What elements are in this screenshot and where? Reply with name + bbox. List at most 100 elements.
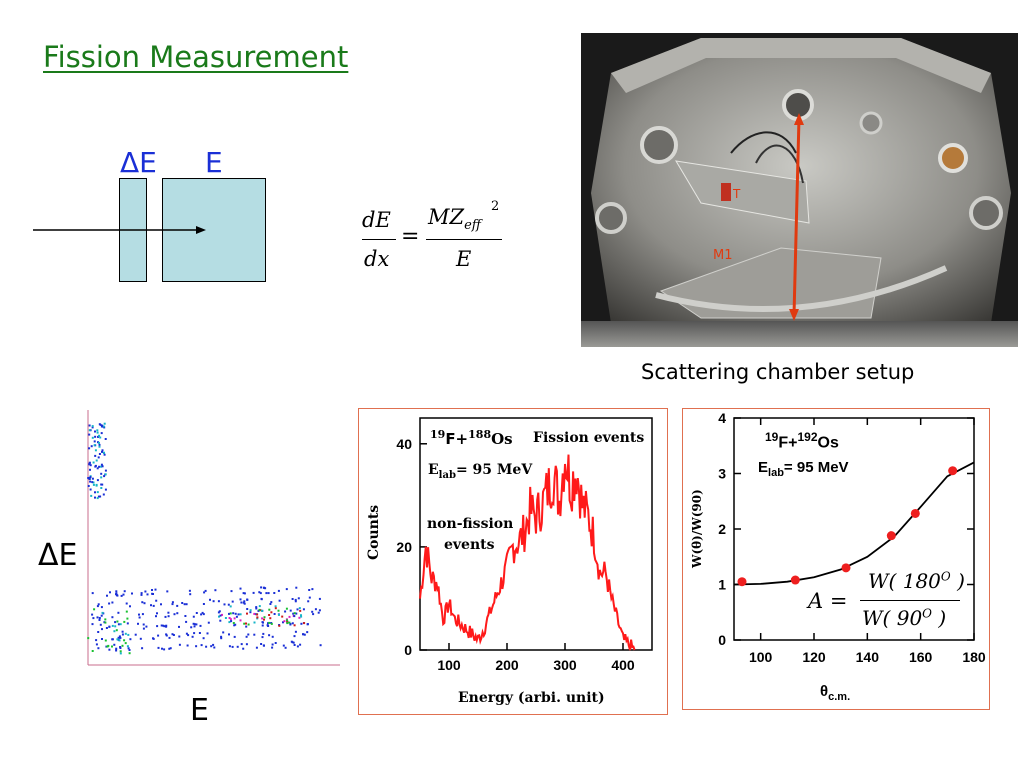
scatter-point <box>232 622 235 624</box>
scatter-point <box>171 603 174 606</box>
scatter-point <box>243 600 246 603</box>
scatter-point <box>239 598 242 601</box>
scatter-point <box>293 612 296 615</box>
scatter-point <box>281 615 284 618</box>
scatter-point <box>128 649 131 651</box>
scatter-point <box>308 596 311 599</box>
angular-data-point <box>948 466 958 476</box>
scatter-point <box>229 605 232 608</box>
scatter-point <box>255 606 258 609</box>
scatter-point <box>268 608 271 611</box>
anisotropy-lhs: A = <box>808 589 848 613</box>
spectrum-y-label: Counts <box>366 504 382 560</box>
scatter-point <box>126 622 129 625</box>
scatter-point <box>263 618 265 621</box>
scatter-point <box>195 623 198 626</box>
scatter-point <box>119 652 122 655</box>
scatter-point <box>100 487 103 489</box>
scatter-point <box>245 625 248 628</box>
scatter-point <box>282 644 285 647</box>
e-label: E <box>205 146 223 179</box>
scatter-point <box>191 635 194 638</box>
scatter-point <box>100 472 103 475</box>
scatter-point <box>94 454 97 457</box>
scatter-point <box>95 643 98 646</box>
scatter-point <box>101 638 103 640</box>
scatter-point <box>103 453 106 456</box>
scatter-point <box>236 645 239 648</box>
scatter-point <box>239 619 242 622</box>
scatter-point <box>157 646 160 649</box>
scatter-point <box>118 635 121 638</box>
scatter-point <box>186 644 189 647</box>
scatter-point <box>262 632 265 635</box>
scatter-point <box>245 643 248 646</box>
scatter-point <box>96 431 99 434</box>
scatter-point <box>117 623 120 626</box>
scatter-point <box>274 605 277 608</box>
scatter-point <box>113 630 116 633</box>
scatter-point <box>189 593 192 596</box>
scatter-point <box>157 634 160 637</box>
scatter-point <box>286 619 288 622</box>
scatter-point <box>239 587 242 590</box>
scatter-point <box>171 601 174 604</box>
scatter-point <box>165 624 168 627</box>
scatter-point <box>164 615 167 618</box>
scatter-point <box>165 633 168 636</box>
scatter-point <box>277 589 280 592</box>
scatter-point <box>299 609 302 612</box>
scatter-point <box>271 646 274 649</box>
formula-rhs-bar <box>426 239 502 240</box>
scatter-point <box>227 603 230 606</box>
angular-fit-curve <box>733 461 975 586</box>
scatter-point <box>219 619 222 622</box>
angular-reaction-label: 19F+192Os <box>765 430 839 452</box>
scatter-point <box>94 449 97 452</box>
angular-data-point <box>886 531 896 541</box>
scatter-point <box>318 597 321 600</box>
scatter-point <box>293 624 296 627</box>
scatter-point <box>253 633 256 636</box>
scatter-point <box>195 645 198 648</box>
scatter-point <box>162 624 165 627</box>
scatter-point <box>298 616 301 619</box>
scatter-point <box>205 645 208 648</box>
scatter-point <box>185 603 188 606</box>
scatter-point <box>91 650 94 652</box>
angular-data-point <box>790 575 800 585</box>
scatter-point <box>109 591 111 594</box>
scatter-point <box>247 633 250 636</box>
scatter-point <box>181 602 184 604</box>
scatter-point <box>298 607 301 610</box>
scatter-point <box>311 610 314 613</box>
scatter-point <box>243 622 246 625</box>
scatter-point <box>115 590 118 593</box>
scatter-point <box>96 491 99 494</box>
scatter-point <box>188 589 191 592</box>
angular-distribution-chart: 0 1 2 3 4 100 120 140 160 180 <box>718 410 986 665</box>
scatter-point <box>243 592 246 595</box>
scatter-point <box>98 453 101 455</box>
angular-x-tick-label: 140 <box>856 649 880 665</box>
scatter-point <box>101 465 104 468</box>
scatter-point <box>98 434 100 437</box>
scatter-point <box>228 617 231 619</box>
formula-lhs-denominator: dx <box>364 247 390 271</box>
scatter-point <box>185 620 188 623</box>
scatter-point <box>96 479 99 482</box>
scatter-point <box>278 613 280 616</box>
scatter-point <box>233 635 236 638</box>
scatter-point <box>300 615 303 618</box>
scatter-point <box>256 616 259 619</box>
scatter-point <box>292 641 295 644</box>
scatter-point <box>203 591 206 594</box>
scatter-point <box>124 642 127 645</box>
scatter-point <box>269 617 272 620</box>
spectrum-x-tick-label: 400 <box>611 657 635 673</box>
spectrum-y-tick-label: 0 <box>404 642 412 658</box>
scatter-point <box>256 617 259 620</box>
scatter-point <box>96 616 99 619</box>
scatter-point <box>114 625 117 628</box>
angular-energy-label: Elab= 95 MeV <box>758 459 849 479</box>
